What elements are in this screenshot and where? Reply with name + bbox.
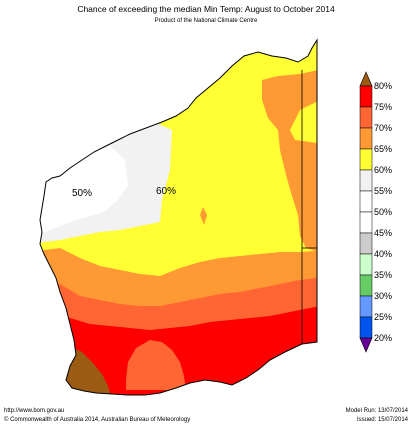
footer-website: http://www.bom.gov.au xyxy=(4,408,65,414)
legend-label-60: 60% xyxy=(374,165,393,175)
zone-70-75-south-pocket xyxy=(126,340,186,390)
zone-60-65-east-pocket xyxy=(290,100,317,145)
legend-label-75: 75% xyxy=(374,102,393,112)
legend-label-30: 30% xyxy=(374,291,393,301)
legend-swatch-70-75 xyxy=(359,106,373,129)
footer-model-run: Model Run: 13/07/2014 xyxy=(345,408,408,414)
legend-label-70: 70% xyxy=(374,123,393,133)
coastline xyxy=(39,38,318,396)
colour-legend xyxy=(359,71,373,353)
legend-label-35: 35% xyxy=(374,270,393,280)
region-label-50: 50% xyxy=(72,188,92,199)
legend-swatch-65-70 xyxy=(359,127,373,150)
legend-label-55: 55% xyxy=(374,186,393,196)
legend-swatch-30-35 xyxy=(359,274,373,297)
legend-label-20: 20% xyxy=(374,333,393,343)
legend-label-25: 25% xyxy=(374,312,393,322)
zone-50-55 xyxy=(40,40,128,234)
legend-label-45: 45% xyxy=(374,228,393,238)
region-label-60: 60% xyxy=(156,186,176,197)
legend-swatch-25-30 xyxy=(359,295,373,318)
legend-swatch-20-25 xyxy=(359,316,373,339)
zone-65-70-inland-spot xyxy=(200,207,207,225)
legend-swatch-35-40 xyxy=(359,253,373,276)
legend-arrow-below xyxy=(359,337,373,353)
map-subtitle: Product of the National Climate Centre xyxy=(154,18,258,24)
legend-label-65: 65% xyxy=(374,144,393,154)
legend-swatch-45-50 xyxy=(359,211,373,234)
legend-swatch-75-80 xyxy=(359,85,373,108)
map-title: Chance of exceeding the median Min Temp:… xyxy=(77,4,335,14)
legend-label-50: 50% xyxy=(374,207,393,217)
legend-swatch-55-60 xyxy=(359,169,373,192)
legend-label-40: 40% xyxy=(374,249,393,259)
legend-swatch-50-55 xyxy=(359,190,373,213)
footer-issued: Issued: 15/07/2014 xyxy=(356,417,408,423)
legend-swatch-60-65 xyxy=(359,148,373,171)
legend-swatch-40-45 xyxy=(359,232,373,255)
probability-fill xyxy=(40,40,317,395)
legend-label-80: 80% xyxy=(374,81,393,91)
footer-copyright: © Commonwealth of Australia 2014, Austra… xyxy=(4,417,191,423)
legend-arrow-above xyxy=(359,71,373,87)
